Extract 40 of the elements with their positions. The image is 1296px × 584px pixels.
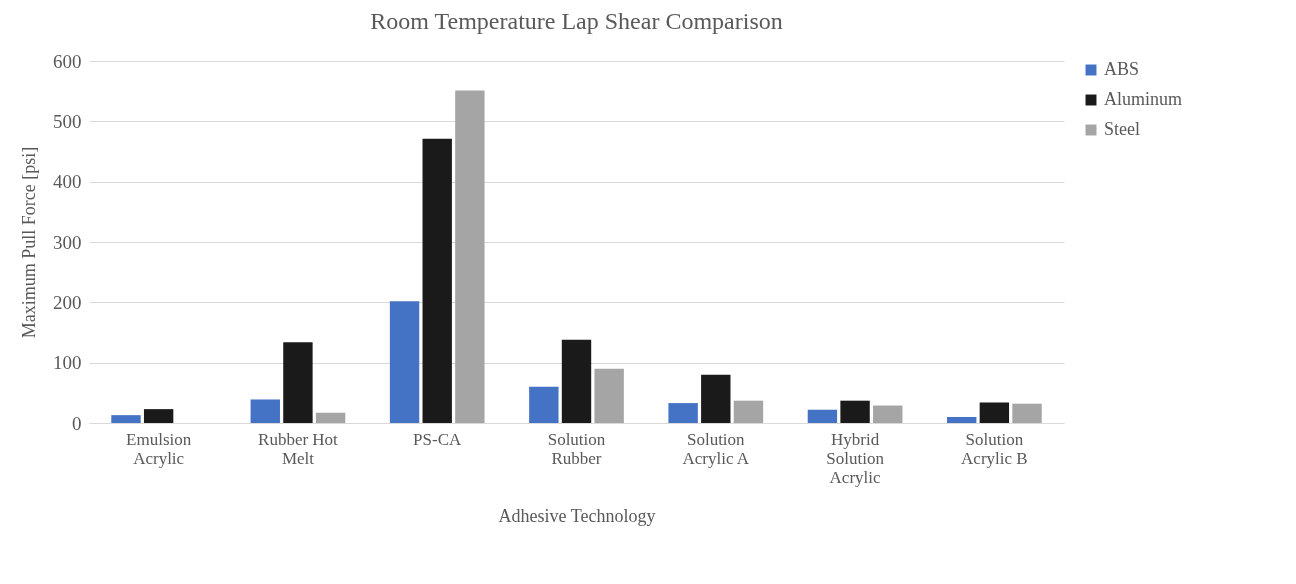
bar — [111, 415, 141, 423]
y-tick-label: 100 — [53, 352, 82, 374]
x-tick-label: Emulsion Acrylic — [126, 429, 192, 468]
legend-label: Steel — [1104, 119, 1140, 139]
bar — [594, 368, 624, 423]
bar — [455, 90, 485, 423]
x-tick-label: Solution Acrylic B — [961, 429, 1028, 468]
x-tick-label: Solution Rubber — [547, 429, 606, 468]
x-tick-label: PS-CA — [413, 429, 463, 449]
x-axis-title: Adhesive Technology — [498, 505, 656, 526]
bar — [143, 409, 174, 423]
y-tick-label: 0 — [72, 412, 82, 434]
x-tick-label: Solution Acrylic A — [682, 429, 750, 468]
y-tick-label: 400 — [53, 171, 82, 193]
bar — [1012, 403, 1042, 423]
x-tick-label: Hybrid Solution Acrylic — [826, 429, 885, 487]
y-tick-label: 600 — [53, 50, 82, 72]
chart-title: Room Temperature Lap Shear Comparison — [370, 8, 783, 34]
bar — [529, 386, 559, 423]
bar — [840, 400, 870, 423]
bar — [315, 412, 346, 423]
bar — [561, 339, 592, 423]
bar — [873, 405, 903, 423]
y-tick-label: 200 — [53, 291, 82, 313]
bar — [422, 138, 452, 423]
x-tick-label: Rubber Hot Melt — [258, 429, 339, 468]
y-tick-label: 300 — [53, 231, 82, 253]
legend-label: ABS — [1104, 59, 1140, 79]
y-tick-label: 500 — [53, 110, 82, 132]
bar — [389, 301, 420, 423]
bar — [668, 403, 698, 423]
bar — [250, 399, 280, 423]
bar — [733, 400, 764, 423]
y-axis-title: Maximum Pull Force [psi] — [19, 146, 39, 339]
bar — [701, 374, 731, 423]
bar — [283, 342, 313, 423]
bar — [947, 416, 977, 423]
bar — [807, 409, 838, 423]
legend-label: Aluminum — [1104, 89, 1183, 109]
bar — [979, 402, 1010, 423]
